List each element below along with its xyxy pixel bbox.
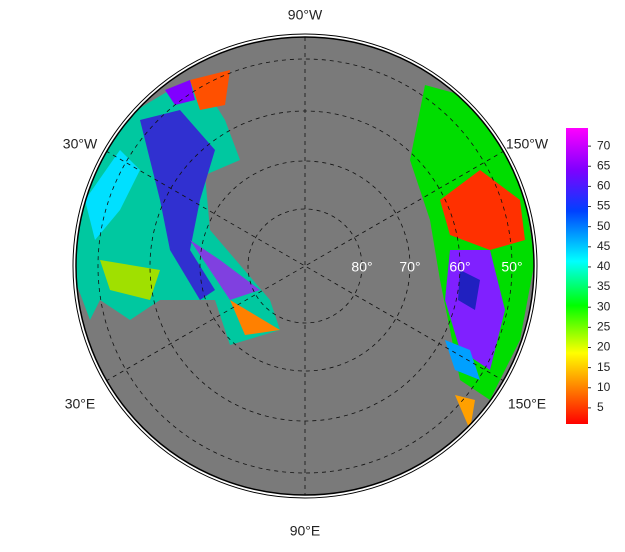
colorbar-tick-label: 65 bbox=[597, 158, 611, 172]
lon-label: 90°W bbox=[288, 7, 323, 23]
colorbar-tick-label: 20 bbox=[597, 340, 611, 354]
lon-label: 90°E bbox=[290, 523, 321, 539]
lat-label: 50° bbox=[501, 259, 522, 275]
colorbar-scale bbox=[566, 128, 588, 424]
lat-label: 70° bbox=[399, 259, 420, 275]
colorbar-tick-label: 10 bbox=[597, 380, 611, 394]
colorbar-tick-label: 35 bbox=[597, 279, 611, 293]
lon-label: 30°E bbox=[65, 396, 96, 412]
lat-label: 80° bbox=[351, 259, 372, 275]
lon-label: 150°E bbox=[508, 396, 546, 412]
colorbar-tick-label: 5 bbox=[597, 400, 604, 414]
lon-label: 150°W bbox=[506, 136, 549, 152]
colorbar-tick-label: 15 bbox=[597, 360, 611, 374]
map-disk bbox=[76, 37, 534, 495]
colorbar-tick-label: 55 bbox=[597, 199, 611, 213]
colorbar-tick-label: 30 bbox=[597, 299, 611, 313]
colorbar-tick-label: 25 bbox=[597, 320, 611, 334]
colorbar-tick-label: 60 bbox=[597, 179, 611, 193]
colorbar-tick-label: 45 bbox=[597, 239, 611, 253]
lon-label: 30°W bbox=[63, 136, 98, 152]
lat-label: 60° bbox=[449, 259, 470, 275]
colorbar-tick-label: 50 bbox=[597, 219, 611, 233]
colorbar-tick-label: 70 bbox=[597, 138, 611, 152]
colorbar: 5 10 15 20 25 30 35 40 45 50 55 60 65 70 bbox=[566, 128, 611, 424]
colorbar-tick-label: 40 bbox=[597, 259, 611, 273]
